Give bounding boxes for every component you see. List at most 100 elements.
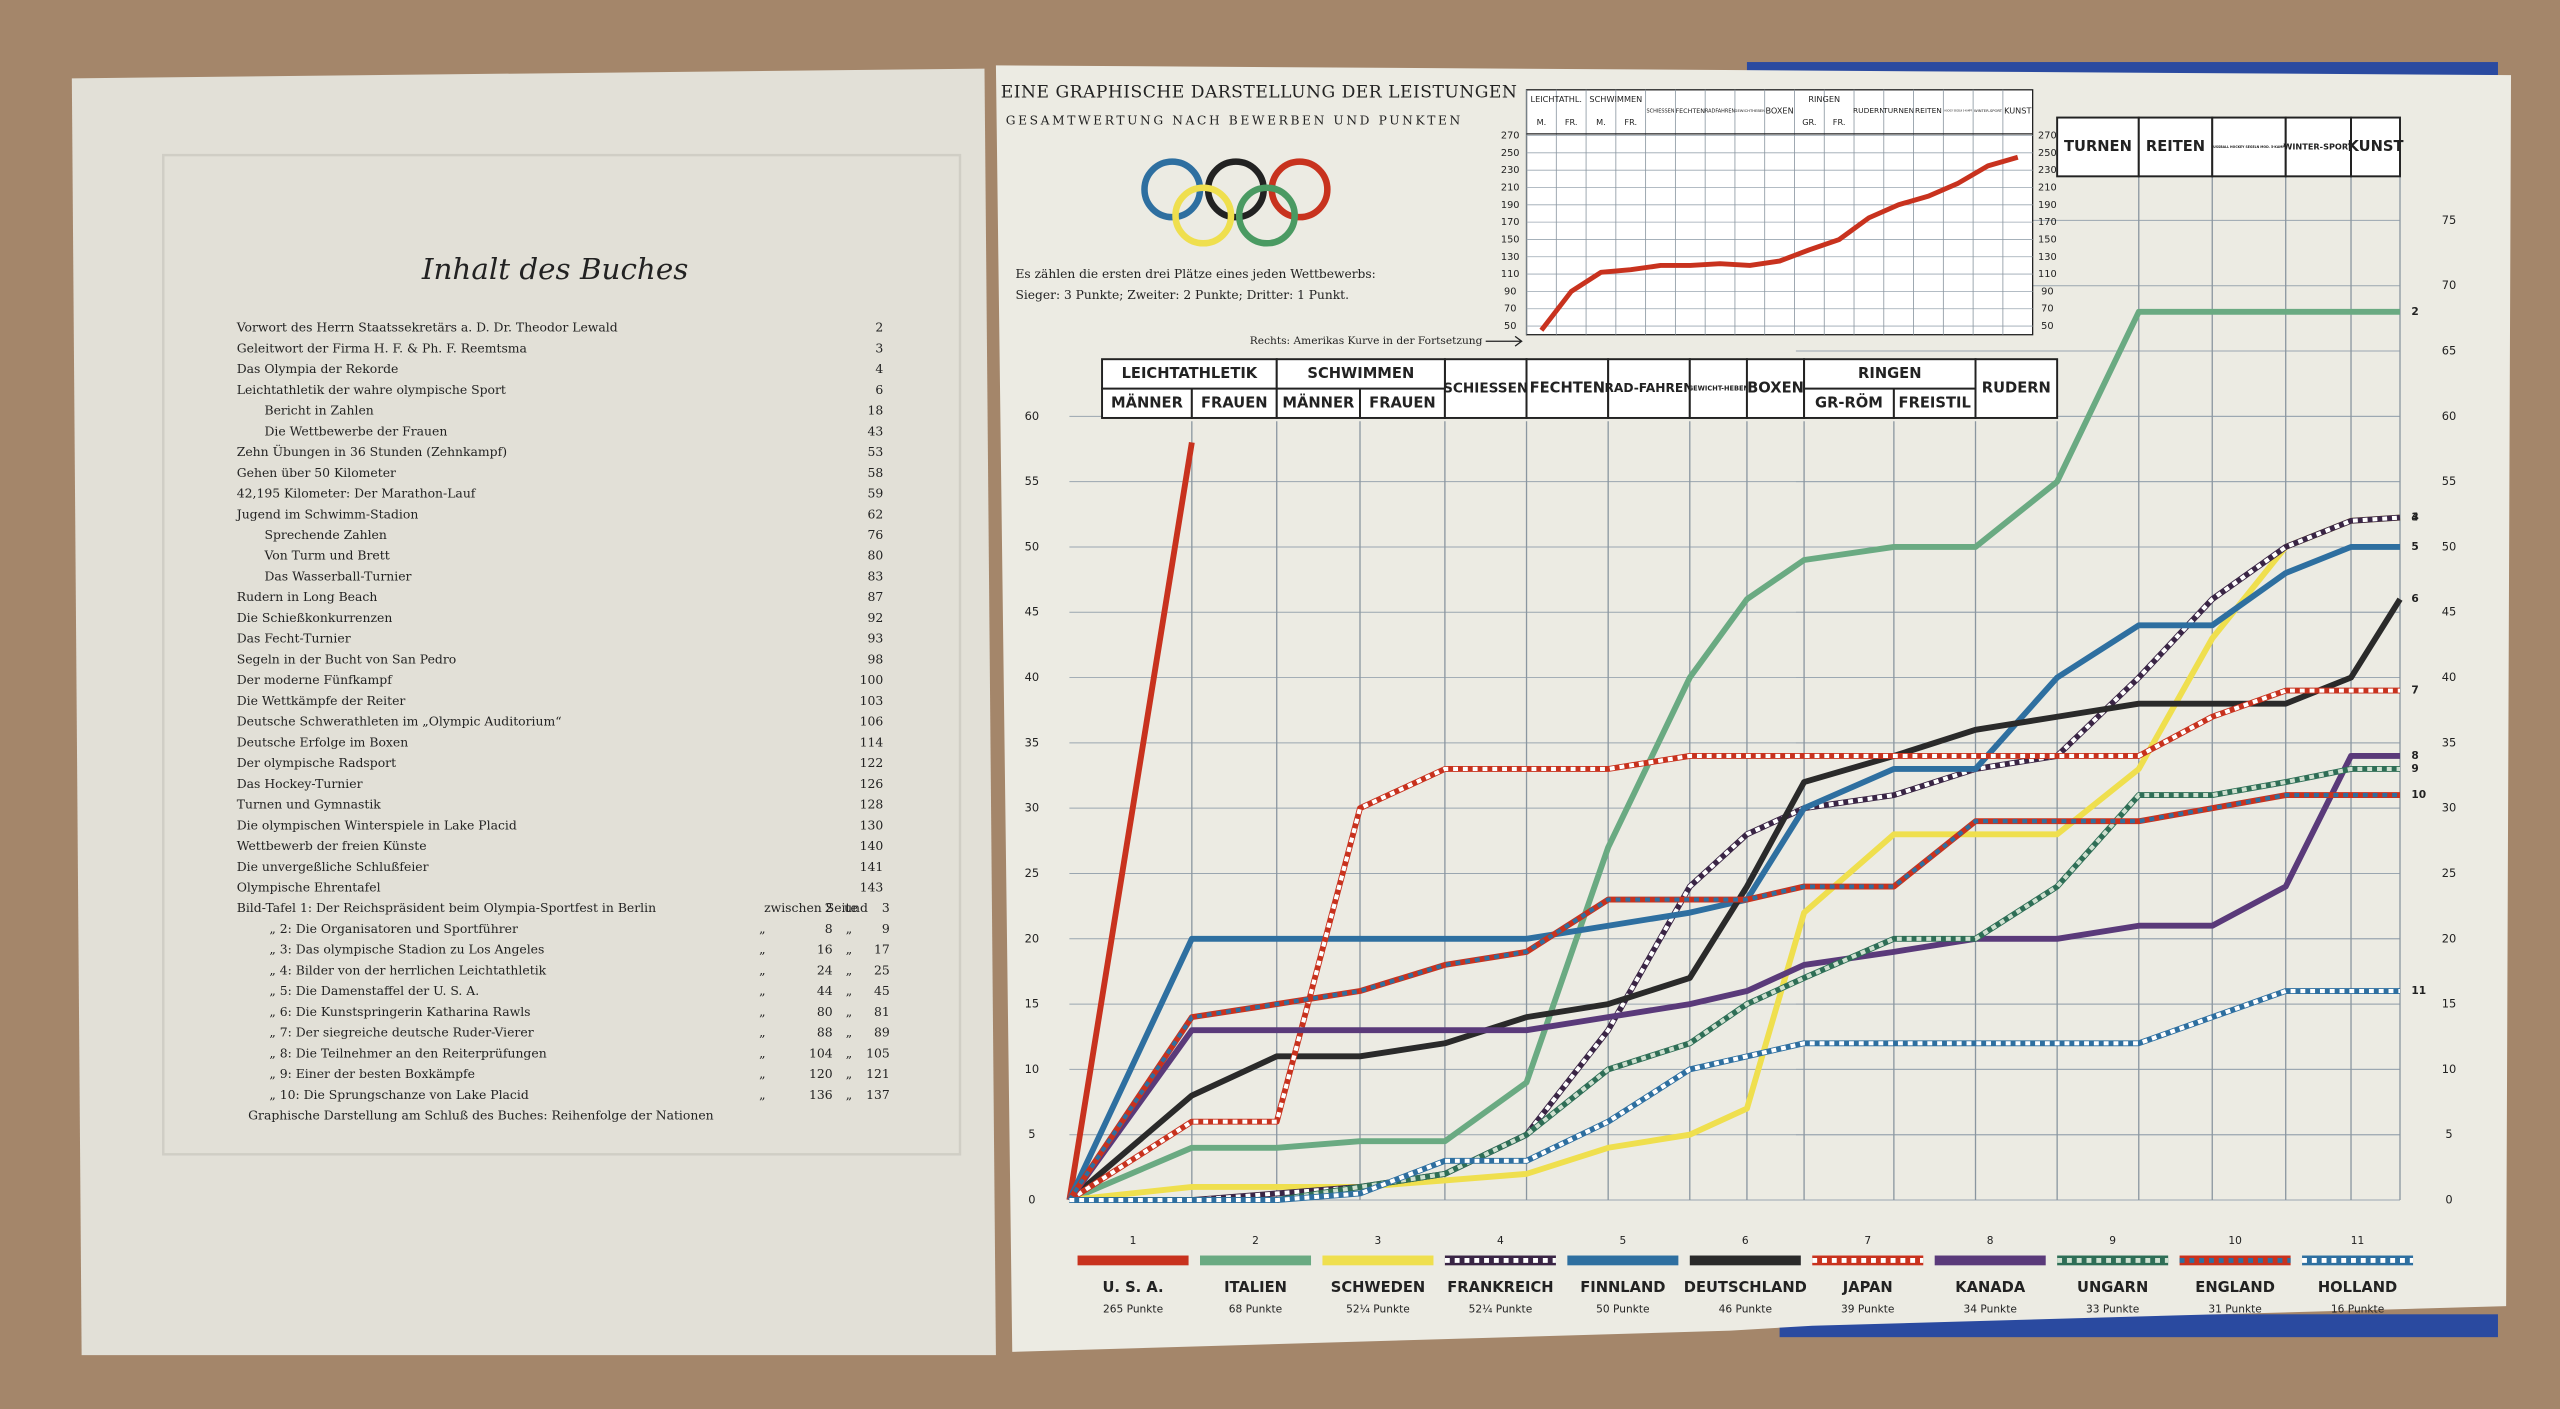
- inset-frame: [1525, 89, 2034, 336]
- legend-name: SCHWEDEN: [1331, 1279, 1425, 1296]
- toc-ditto: „: [846, 1066, 852, 1081]
- toc-page: 122: [860, 755, 884, 770]
- toc-ditto: „: [759, 942, 765, 957]
- toc-page: 4: [875, 361, 883, 376]
- toc-entry: Rudern in Long Beach: [237, 589, 378, 604]
- line-end-label: 9: [2411, 762, 2418, 775]
- toc-page: 43: [867, 423, 883, 438]
- legend-swatch: [1934, 1255, 2046, 1266]
- series-line: [1067, 752, 2400, 1202]
- legend-name: FINNLAND: [1580, 1279, 1665, 1296]
- y2-tick-label: 65: [2442, 344, 2457, 358]
- x-group-label: LEICHTATHLETIK: [1122, 365, 1258, 382]
- x-category-label: WINTER-SPORT: [2283, 141, 2353, 151]
- legend-name: HOLLAND: [2318, 1279, 2397, 1296]
- toc-entry: Gehen über 50 Kilometer: [237, 465, 396, 480]
- legend-total: 34 Punkte: [1964, 1302, 2017, 1315]
- toc-page: 62: [867, 506, 883, 521]
- y-tick-label: 130: [1501, 252, 1520, 263]
- legend-total: 265 Punkte: [1103, 1302, 1163, 1315]
- line-end-label: 2: [2411, 305, 2418, 318]
- header-group: [1101, 358, 1278, 390]
- ring: [1172, 184, 1235, 247]
- y-tick-label: 210: [1501, 182, 1520, 193]
- legend-name: ENGLAND: [2195, 1279, 2275, 1296]
- legend-rank: 4: [1497, 1234, 1504, 1247]
- legend-swatch: [2302, 1255, 2414, 1266]
- chart-subtitle: GESAMTWERTUNG NACH BEWERBEN UND PUNKTEN: [1006, 113, 1463, 127]
- toc-page: 130: [860, 817, 884, 832]
- toc-page: 143: [860, 880, 884, 895]
- y2-tick-label: 60: [2442, 409, 2457, 423]
- toc-page: 9: [882, 921, 890, 936]
- toc-ditto: „: [846, 983, 852, 998]
- toc-ditto: „: [846, 921, 852, 936]
- toc-page: 59: [867, 486, 883, 501]
- y-tick-label: 60: [1025, 409, 1040, 423]
- y-tick-label: 270: [1501, 131, 1520, 142]
- x-category-label: TURNEN: [2064, 138, 2132, 155]
- y-tick-label-right: 150: [2038, 234, 2057, 245]
- toc-page: 45: [874, 983, 890, 998]
- toc-entry: Die Wettkämpfe der Reiter: [237, 693, 406, 708]
- y-tick-label-right: 230: [2038, 165, 2057, 176]
- legend-total: 52¼ Punkte: [1469, 1302, 1533, 1315]
- toc-entry: Die Wettbewerbe der Frauen: [264, 423, 447, 438]
- y2-tick-label: 10: [2442, 1062, 2457, 1076]
- x-group-label: SCHWIMMEN: [1307, 365, 1414, 382]
- toc-between: zwischen Seite: [764, 900, 858, 915]
- toc-page: 3: [882, 900, 890, 915]
- y2-tick-label: 0: [2445, 1193, 2452, 1207]
- header-cell: [1803, 387, 1895, 419]
- x-category-label: FECHTEN: [1530, 380, 1605, 397]
- x-category-label: REITEN: [1915, 106, 1942, 115]
- y-tick-label-right: 110: [2038, 269, 2057, 280]
- toc-entry: Wettbewerb der freien Künste: [237, 838, 427, 853]
- x-category-label: FR.: [1565, 117, 1578, 127]
- line-end-label: 10: [2411, 788, 2426, 801]
- x-category-label: BOXEN: [1747, 380, 1804, 397]
- toc-ditto: „: [759, 1066, 765, 1081]
- y2-tick-label: 55: [2442, 474, 2457, 488]
- toc-plate: „ 9: Einer der besten Boxkämpfe: [269, 1066, 475, 1081]
- x-group-label: RINGEN: [1808, 94, 1840, 104]
- annotation-arrow: [1485, 335, 1523, 347]
- y-tick-label: 5: [1028, 1127, 1035, 1141]
- legend-name: ITALIEN: [1224, 1279, 1287, 1296]
- toc-page: 44: [817, 983, 833, 998]
- toc-page: 83: [867, 568, 883, 583]
- toc-page: 87: [867, 589, 883, 604]
- legend-swatch: [1077, 1255, 1189, 1266]
- y-tick-label-right: 250: [2038, 148, 2057, 159]
- legend-total: 52¼ Punkte: [1346, 1302, 1410, 1315]
- page-frame: [162, 153, 962, 1156]
- x-category-label: RUDERN: [1982, 380, 2051, 397]
- toc-entry: Das Fecht-Turnier: [237, 631, 351, 646]
- y-tick-label: 45: [1025, 605, 1040, 619]
- series-line: [1066, 441, 1195, 1201]
- legend-swatch: [1444, 1255, 1556, 1266]
- legend-total: 31 Punkte: [2208, 1302, 2261, 1315]
- toc-page: 100: [860, 672, 884, 687]
- legend-rank: 10: [2228, 1234, 2242, 1247]
- toc-entry: Segeln in der Bucht von San Pedro: [237, 651, 456, 666]
- legend-name: KANADA: [1955, 1279, 2026, 1296]
- toc-entry: Vorwort des Herrn Staatssekretärs a. D. …: [236, 320, 618, 335]
- toc-page: 76: [867, 527, 883, 542]
- x-category-label: WINTER-SPORT: [1974, 109, 2003, 113]
- line-end-label: 3: [2411, 511, 2418, 524]
- toc-page: 2: [825, 900, 833, 915]
- legend-rank: 7: [1864, 1234, 1871, 1247]
- legend-swatch: [1812, 1255, 1924, 1266]
- toc-entry: Das Hockey-Turnier: [237, 776, 363, 791]
- toc-ditto: „: [759, 1045, 765, 1060]
- toc-page: 17: [874, 942, 890, 957]
- header-cell: [1607, 358, 1691, 419]
- x-category-label: TURNEN: [1882, 106, 1914, 115]
- line-dash: [1069, 988, 2400, 1203]
- toc-page: 105: [866, 1045, 890, 1060]
- toc-and: und: [844, 900, 868, 915]
- toc-ditto: „: [846, 1045, 852, 1060]
- toc-ditto: „: [846, 962, 852, 977]
- toc-page: 8: [825, 921, 833, 936]
